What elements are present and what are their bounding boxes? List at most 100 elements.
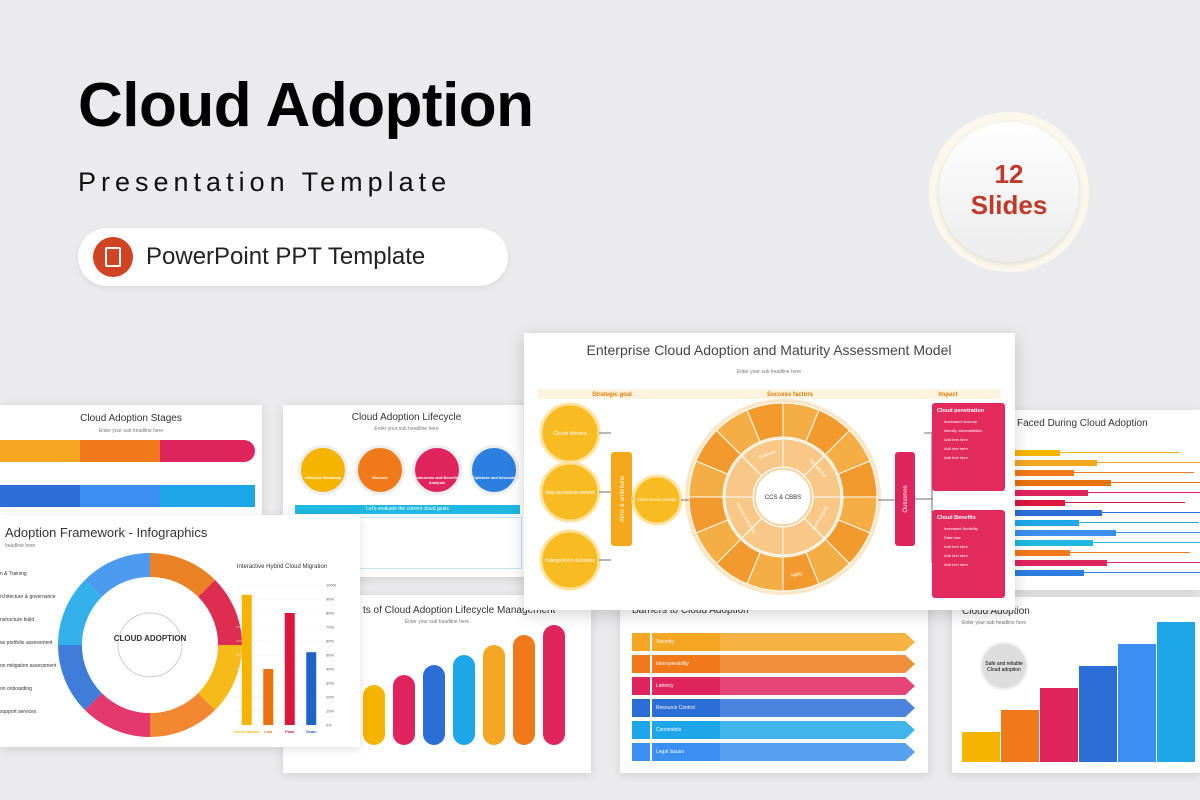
- challenge-bar: [1010, 570, 1084, 576]
- lifecycle-pill: [423, 665, 445, 745]
- barrier-arrow: [720, 677, 915, 695]
- chart-title: Interactive Hybrid Cloud Migration: [237, 564, 327, 570]
- challenge-bar: [1010, 450, 1060, 456]
- growth-bar: [1040, 688, 1078, 762]
- framework-item: se portfolio assessment: [0, 640, 53, 646]
- stage-band: [0, 485, 80, 507]
- framework-segment: [197, 644, 242, 711]
- framework-item: on onboarding: [0, 686, 32, 692]
- lifecycle-pill: [513, 635, 535, 745]
- challenge-line: [1065, 502, 1185, 503]
- slide-title: Faced During Cloud Adoption: [1017, 418, 1148, 429]
- barrier-arrow: [720, 699, 915, 717]
- framework-center: CLOUD ADOPTION: [114, 634, 187, 643]
- y-tick-label: 40%: [326, 667, 334, 672]
- challenge-line: [1102, 512, 1200, 513]
- growth-bar: [962, 732, 1000, 762]
- y-tick-label: 70%: [326, 625, 334, 630]
- framework-item: rchitecture & governance: [0, 594, 56, 600]
- slide-title: Barriers to Cloud Adoption: [632, 605, 749, 616]
- slide-subtitle: Enter your sub headline here: [737, 369, 801, 375]
- barrier-label: Resource Control: [652, 699, 720, 717]
- format-pill: PowerPoint PPT Template: [78, 228, 508, 286]
- step-circle: [355, 445, 405, 495]
- framework-graphic: Interactive Hybrid Cloud Migration CLOUD…: [58, 553, 337, 737]
- aims-bar: [611, 452, 632, 546]
- column-band: [538, 389, 1001, 399]
- barrier-arrow: [720, 633, 915, 651]
- lifecycle-pill: [363, 685, 385, 745]
- challenge-line: [1111, 482, 1200, 483]
- barrier-label: Latency: [652, 677, 720, 695]
- framework-item: n & Training: [0, 571, 27, 577]
- y-tick-label: 50%: [326, 653, 334, 658]
- slide-title: Enterprise Cloud Adoption and Maturity A…: [587, 342, 952, 358]
- barrier-label: Legal Issues: [652, 743, 720, 761]
- lifecycle-pill: [543, 625, 565, 745]
- stage-band: [80, 485, 160, 507]
- growth-bar: [1157, 622, 1195, 762]
- barrier-label: Constraints: [652, 721, 720, 739]
- challenge-bar: [1010, 480, 1111, 486]
- slide-subtitle: Enter your sub headline here: [404, 619, 470, 625]
- step-label: Lifecycle Roadmap: [304, 475, 342, 480]
- y-tick-label: 80%: [326, 611, 334, 616]
- slide-title: Cloud Adoption Lifecycle: [351, 412, 462, 423]
- y-tick-label: 100%: [326, 583, 337, 588]
- challenge-bar: [1010, 560, 1107, 566]
- framework-segment: [84, 692, 151, 737]
- provider-label: Cloud service provider: [637, 497, 677, 502]
- challenge-bar: [1010, 460, 1097, 466]
- badge-ring: 12 Slides: [929, 112, 1089, 272]
- barrier-icon: [632, 699, 650, 717]
- challenge-bar: [1010, 510, 1102, 516]
- lifecycle-pill: [393, 675, 415, 745]
- impact-item: Add text here: [944, 544, 969, 549]
- wheel-core: [754, 468, 812, 526]
- factor-label: Agility: [790, 571, 803, 578]
- challenge-line: [1097, 462, 1200, 463]
- impact-item: Increased revenue: [944, 419, 978, 424]
- ppt-glyph: [105, 247, 121, 267]
- slide-title: Cloud Adoption Stages: [80, 413, 182, 424]
- step-circle: [469, 445, 519, 495]
- lifecycle-pill: [483, 645, 505, 745]
- step-label: Execute: [372, 475, 388, 480]
- stage-band: [80, 440, 160, 462]
- connector: [599, 432, 933, 563]
- framework-core: [117, 612, 183, 678]
- badge-count: 12: [994, 159, 1024, 189]
- slide-title: Cloud Adoption: [962, 606, 1030, 617]
- barrier-arrow: [720, 743, 915, 761]
- goal-label: Strategic cloud adoption plan developmen…: [545, 490, 595, 496]
- step-circle: [298, 445, 348, 495]
- step-label: Outcomes and Benefits Analysis: [414, 475, 460, 485]
- stage-band: [0, 440, 80, 462]
- wheel-inner-segment: [803, 455, 842, 498]
- slide-subtitle: Enter your sub headline here: [962, 620, 1027, 626]
- barrier-icon: [632, 633, 650, 651]
- barrier-arrow: [720, 655, 915, 673]
- barrier-icon: [632, 655, 650, 673]
- framework-segment: [149, 553, 216, 598]
- column-header: Strategic goal: [592, 392, 632, 398]
- framework-segment: [84, 553, 151, 598]
- challenge-bar: [1010, 540, 1093, 546]
- slide-subtitle: headline here: [5, 543, 36, 549]
- bar: [284, 613, 295, 725]
- x-tick-label: On-Premises: [234, 729, 259, 734]
- column-header: Impact: [938, 392, 957, 398]
- y-tick-label: 90%: [326, 597, 334, 602]
- challenge-line: [1084, 572, 1200, 573]
- slide-challenges: Faced During Cloud Adoption: [1000, 410, 1200, 590]
- hero-subtitle: Presentation Template: [78, 167, 452, 197]
- impact-item: Add text here: [944, 562, 969, 567]
- y-tick-label: 20%: [326, 695, 334, 700]
- barrier-icon: [632, 721, 650, 739]
- wheel-core-label: CCS & CBBS: [765, 495, 801, 501]
- step-circle: [412, 445, 462, 495]
- slide-barriers: Barriers to Cloud Adoption Security Inter…: [620, 595, 928, 773]
- slide-subtitle: Enter your sub headline here: [98, 428, 164, 434]
- slide-title: ts of Cloud Adoption Lifecycle Managemen…: [363, 605, 556, 616]
